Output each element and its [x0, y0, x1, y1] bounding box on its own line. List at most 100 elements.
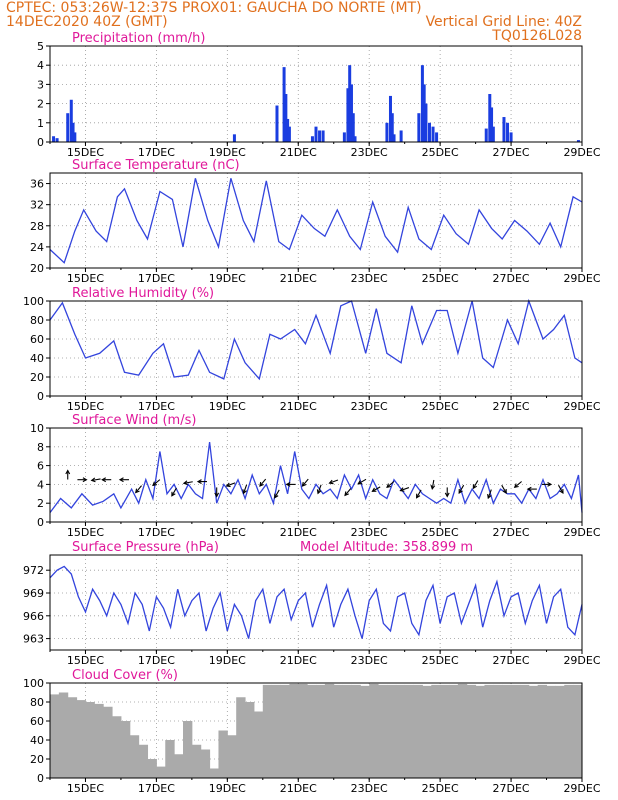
wind-xtick-label: 17DEC	[138, 526, 175, 539]
wind-xtick-label: 21DEC	[280, 526, 317, 539]
cloud-bar	[333, 684, 344, 778]
cloud-bar	[564, 684, 574, 778]
precipitation-ytick-label: 2	[37, 98, 44, 111]
wind-ytick-label: 4	[37, 478, 44, 491]
precip-bar	[349, 84, 353, 142]
temperature-ytick-label: 36	[30, 178, 44, 191]
pressure-xtick-label: 19DEC	[209, 654, 246, 667]
precip-bar	[388, 95, 392, 142]
wind-vector	[285, 481, 296, 487]
precipitation-ytick-label: 5	[37, 40, 44, 53]
cloud-bar	[573, 684, 583, 778]
cloud-bar	[546, 685, 556, 778]
wind-vector	[90, 477, 101, 483]
wind-frame	[49, 427, 583, 523]
wind-vector	[242, 484, 248, 495]
pressure-xtick-label: 25DEC	[422, 654, 459, 667]
precip-bar	[420, 65, 424, 142]
cloud-xtick-label: 25DEC	[422, 782, 459, 795]
cloud-xtick-label: 17DEC	[138, 782, 175, 795]
precipitation-xtick-label: 17DEC	[138, 146, 175, 159]
cloud-ytick-label: 100	[23, 677, 44, 690]
wind-vector	[118, 477, 129, 483]
wind-vector	[542, 481, 553, 487]
humidity-ytick-label: 20	[30, 371, 44, 384]
cloud-bar	[316, 684, 326, 778]
cloud-bar	[511, 684, 521, 778]
pressure-series-line	[49, 565, 583, 639]
wind-vector	[472, 480, 479, 490]
cloud-bar	[156, 766, 166, 778]
wind-vector	[386, 481, 395, 489]
cloud-bar	[218, 730, 228, 778]
precipitation-xtick-label: 15DEC	[67, 146, 104, 159]
precip-bar	[431, 126, 435, 142]
cloud-bar	[449, 684, 459, 778]
cloud-bar	[94, 703, 104, 778]
pressure-extra-label: Model Altitude: 358.899 m	[300, 540, 473, 555]
wind-ytick-label: 0	[37, 516, 44, 529]
wind-xtick-label: 15DEC	[67, 526, 104, 539]
cloud-bar	[112, 716, 122, 778]
pressure-xtick-label: 27DEC	[493, 654, 530, 667]
pressure-xtick-label: 21DEC	[280, 654, 317, 667]
cloud-bar	[537, 684, 548, 778]
wind-vector	[65, 469, 71, 480]
cloud-bar	[360, 685, 370, 778]
cloud-bar	[236, 697, 246, 778]
cloud-bar	[76, 700, 86, 778]
wind-ytick-label: 8	[37, 441, 44, 454]
precip-bar	[310, 136, 314, 142]
cloud-ytick-label: 60	[30, 715, 44, 728]
wind-vector	[171, 487, 177, 497]
wind-xtick-label: 23DEC	[351, 526, 388, 539]
precip-bar	[71, 122, 75, 142]
cloud-bar	[378, 684, 388, 778]
precip-bar	[392, 134, 396, 142]
humidity-panel: Relative Humidity (%) 0 20 40 60 80 100 15DEC 17…	[23, 286, 601, 413]
precip-bar	[52, 136, 56, 142]
cloud-bar	[502, 684, 512, 778]
wind-vector	[135, 485, 142, 494]
pressure-title: Surface Pressure (hPa)	[72, 540, 219, 555]
precip-bar	[342, 132, 346, 142]
pressure-ytick-label: 969	[23, 587, 44, 600]
cloud-bar	[50, 694, 60, 778]
precip-bar	[390, 113, 394, 142]
temperature-xtick-label: 15DEC	[67, 272, 104, 285]
precipitation-xtick-label: 29DEC	[563, 146, 600, 159]
cloud-bar	[147, 759, 157, 778]
precipitation-xtick-label: 23DEC	[351, 146, 388, 159]
precipitation-ytick-label: 0	[37, 136, 44, 149]
precip-bar	[284, 94, 288, 142]
precipitation-ytick-label: 3	[37, 78, 44, 91]
header-model-id: TQ0126L028	[491, 28, 582, 44]
cloud-bar	[466, 684, 477, 778]
wind-vector	[501, 484, 507, 494]
temperature-xtick-label: 19DEC	[209, 272, 246, 285]
cloud-xtick-label: 27DEC	[493, 782, 530, 795]
cloud-bar	[165, 740, 175, 778]
humidity-series-line	[49, 298, 583, 381]
cloud-bar	[298, 683, 308, 778]
humidity-xtick-label: 27DEC	[493, 400, 530, 413]
cloud-bar	[413, 684, 423, 778]
wind-xtick-label: 29DEC	[563, 526, 600, 539]
precip-bar	[282, 67, 286, 142]
humidity-xtick-label: 17DEC	[138, 400, 175, 413]
wind-vector	[430, 479, 436, 490]
cloud-bar	[227, 735, 237, 778]
cloud-bar	[280, 684, 290, 778]
humidity-ytick-label: 40	[30, 352, 44, 365]
precipitation-frame	[49, 45, 583, 143]
precip-bar	[490, 107, 494, 142]
precip-bar	[385, 122, 389, 142]
precipitation-xtick-label: 21DEC	[280, 146, 317, 159]
precipitation-ytick-label: 1	[37, 117, 44, 130]
wind-vector	[526, 486, 537, 492]
wind-title: Surface Wind (m/s)	[72, 413, 196, 428]
precip-bar	[287, 126, 291, 142]
wind-vector	[301, 478, 309, 487]
wind-vector	[101, 477, 112, 483]
